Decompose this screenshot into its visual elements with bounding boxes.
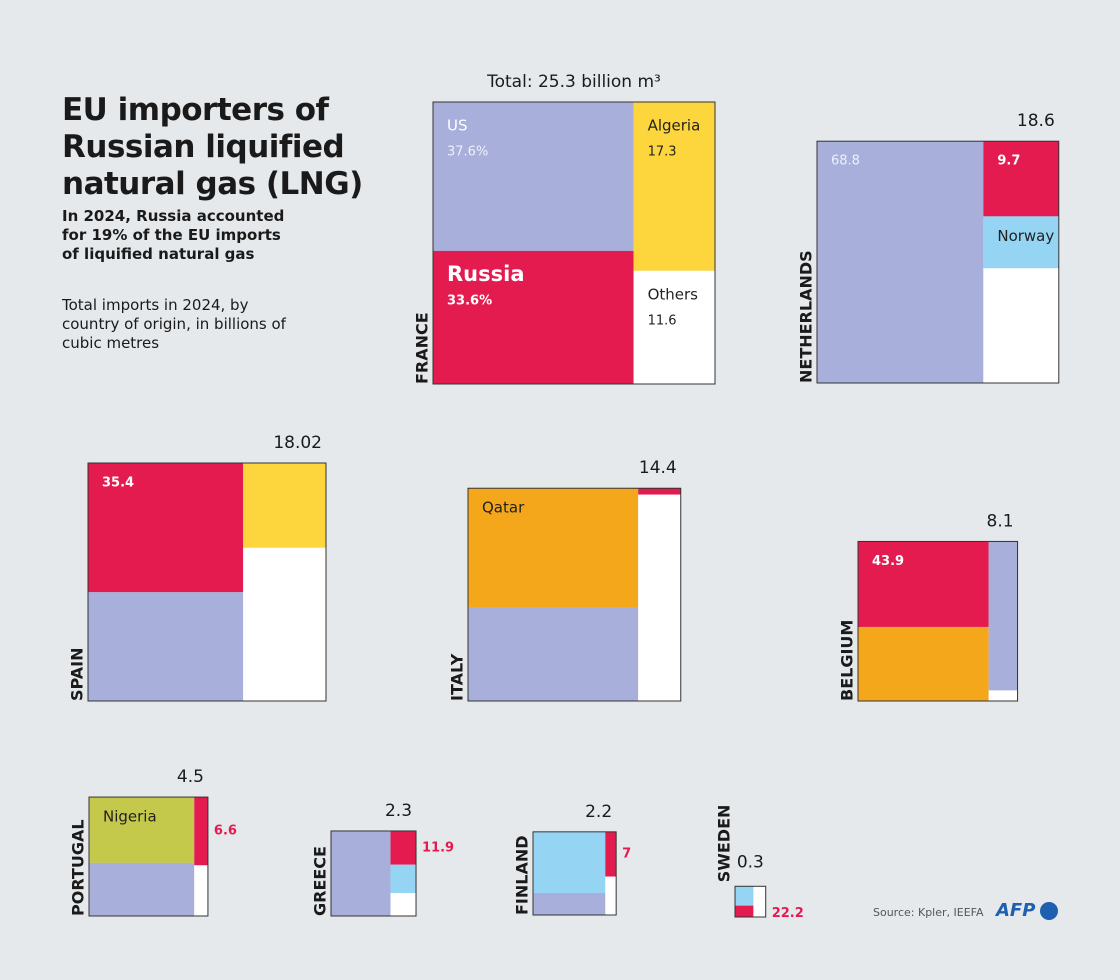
segment (243, 463, 326, 548)
box-outline (532, 831, 617, 916)
total-label: Total: 25.3 billion m³ (486, 72, 661, 92)
country-label: PORTUGAL (69, 819, 88, 916)
logo: AFP (996, 900, 1036, 921)
segment (194, 865, 208, 916)
box-outline (816, 140, 1060, 384)
segment (390, 864, 417, 894)
note: Total imports in 2024, by country of ori… (62, 296, 286, 352)
country-label: SWEDEN (715, 805, 734, 883)
total-label: 4.5 (177, 767, 204, 787)
segment (533, 893, 606, 915)
segment (735, 905, 754, 917)
country-label: SPAIN (68, 647, 87, 701)
country-label: GREECE (311, 846, 330, 916)
segment-label: Others (648, 285, 699, 303)
segment (243, 547, 326, 701)
segment (983, 268, 1059, 383)
segment (390, 830, 417, 865)
value-label: 11.6 (648, 313, 677, 328)
box-outline (432, 101, 716, 385)
value-label: 6.6 (214, 824, 237, 839)
segment (988, 690, 1018, 701)
value-label: 68.8 (831, 154, 860, 169)
segment (817, 141, 984, 383)
total-label: 18.6 (1017, 111, 1055, 131)
segment (433, 102, 634, 251)
segment (735, 886, 754, 906)
segment (89, 797, 195, 863)
segment-label: Norway (997, 227, 1054, 245)
subtitle: In 2024, Russia accounted for 19% of the… (62, 207, 285, 263)
segment-label: Nigeria (103, 808, 157, 826)
segment (605, 876, 617, 915)
segment (753, 886, 766, 917)
segment (390, 893, 417, 916)
segment (633, 270, 715, 384)
total-label: 2.3 (385, 801, 412, 821)
segment (633, 102, 715, 271)
segment (605, 831, 617, 877)
total-label: 8.1 (987, 511, 1014, 531)
value-label: 11.9 (422, 840, 454, 855)
value-label: 35.4 (102, 476, 134, 491)
country-label: ITALY (448, 653, 467, 701)
segment (331, 830, 391, 916)
segment (88, 592, 244, 701)
box-outline (467, 487, 682, 702)
segment-label: Russia (447, 262, 525, 286)
segment (433, 250, 634, 384)
country-label: FRANCE (413, 312, 432, 384)
value-label: 37.6% (447, 145, 488, 160)
source: Source: Kpler, IEEFA (873, 906, 984, 919)
total-label: 0.3 (737, 852, 764, 872)
segment (638, 488, 681, 495)
value-label: 22.2 (772, 906, 804, 921)
segment (533, 831, 606, 894)
segment (468, 488, 639, 608)
value-label: 9.7 (997, 154, 1020, 169)
country-label: NETHERLANDS (797, 250, 816, 383)
box-outline (857, 540, 1019, 702)
segment (638, 494, 681, 701)
country-label: BELGIUM (838, 620, 857, 701)
box-outline (734, 885, 767, 918)
segment (858, 541, 989, 627)
box-outline (330, 830, 417, 917)
segment (194, 797, 208, 866)
value-label: 7 (622, 847, 631, 862)
value-label: 17.3 (648, 145, 677, 160)
box-outline (88, 796, 209, 917)
box-outline (87, 462, 327, 702)
value-label: 43.9 (872, 554, 904, 569)
segment (983, 216, 1059, 269)
segment-label: Qatar (482, 499, 525, 517)
country-label: FINLAND (513, 835, 532, 915)
total-label: 18.02 (273, 433, 322, 453)
title: EU importers of Russian liquified natura… (62, 92, 363, 202)
segment (983, 141, 1059, 217)
segment-label: Algeria (648, 117, 701, 135)
segment (88, 463, 244, 593)
segment (988, 541, 1018, 691)
segment (89, 862, 195, 916)
segment (858, 626, 989, 701)
segment (468, 607, 639, 701)
logo-dot (1040, 902, 1058, 920)
value-label: 33.6% (447, 293, 492, 308)
segment-label: US (447, 117, 468, 135)
total-label: 2.2 (585, 802, 612, 822)
total-label: 14.4 (639, 458, 677, 478)
